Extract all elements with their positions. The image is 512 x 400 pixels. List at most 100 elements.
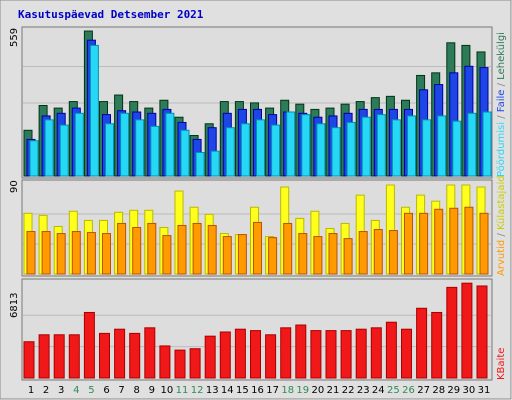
svg-text:Arvutid / Külastajaid: Arvutid / Külastajaid [496, 175, 507, 276]
day-label-10: 10 [161, 385, 174, 396]
legend-arvutid: Arvutid [496, 240, 507, 276]
bar-pöördumisi-day-16 [256, 119, 265, 177]
bar-arvutid-day-25 [388, 230, 398, 275]
bar-arvutid-day-2 [41, 231, 51, 275]
bar-pöördumisi-day-22 [346, 121, 356, 177]
bar-pöördumisi-day-21 [331, 127, 341, 177]
bar-arvutid-day-21 [328, 233, 338, 275]
top-legend: Pöördumisi / Faile / Lehekülgi [496, 32, 507, 177]
bar-kbaite-day-1 [23, 341, 35, 379]
bar-arvutid-day-11 [177, 224, 187, 275]
bar-arvutid-day-17 [268, 237, 278, 275]
bar-arvutid-day-28 [434, 208, 444, 275]
bar-kbaite-day-31 [476, 285, 488, 379]
day-label-24: 24 [372, 385, 385, 396]
bar-kbaite-day-21 [325, 330, 337, 379]
day-label-8: 8 [134, 385, 140, 396]
day-label-13: 13 [206, 385, 219, 396]
bar-kbaite-day-12 [189, 348, 201, 379]
day-label-28: 28 [432, 385, 445, 396]
bar-kbaite-day-29 [446, 286, 458, 379]
bar-pöördumisi-day-31 [482, 111, 492, 177]
bar-kbaite-day-26 [401, 328, 412, 379]
day-label-27: 27 [417, 385, 430, 396]
bar-kbaite-day-8 [129, 332, 141, 379]
bar-pöördumisi-day-24 [376, 114, 386, 177]
bar-pöördumisi-day-13 [210, 150, 220, 177]
bar-pöördumisi-day-25 [391, 119, 401, 177]
day-label-1: 1 [28, 385, 34, 396]
bar-pöördumisi-day-7 [120, 112, 130, 177]
bar-kbaite-day-30 [461, 282, 473, 379]
bar-pöördumisi-day-2 [44, 119, 54, 177]
bar-pöördumisi-day-5 [89, 44, 99, 177]
bar-kbaite-day-7 [114, 328, 126, 379]
bar-arvutid-day-19 [298, 233, 308, 275]
bar-kbaite-day-23 [355, 328, 367, 379]
bar-pöördumisi-day-11 [180, 129, 190, 177]
bar-arvutid-day-27 [419, 212, 429, 275]
bar-arvutid-day-30 [464, 206, 474, 275]
bar-pöördumisi-day-8 [135, 119, 145, 177]
bar-kbaite-day-27 [416, 307, 428, 379]
bar-arvutid-day-3 [56, 233, 66, 275]
day-label-22: 22 [342, 385, 355, 396]
bar-arvutid-day-7 [117, 222, 127, 275]
day-label-25: 25 [387, 385, 400, 396]
bar-kbaite-day-5 [83, 311, 95, 379]
bar-pöördumisi-day-14 [225, 127, 235, 177]
bar-arvutid-day-10 [162, 235, 172, 275]
bar-pöördumisi-day-18 [286, 111, 296, 177]
day-label-14: 14 [221, 385, 234, 396]
bar-pöördumisi-day-29 [452, 120, 462, 177]
bar-kbaite-day-18 [280, 327, 292, 379]
day-label-5: 5 [88, 385, 94, 396]
bar-pöördumisi-day-15 [240, 123, 250, 177]
middle-ymax-label: 90 [9, 180, 20, 193]
bar-pöördumisi-day-3 [59, 124, 69, 177]
top-ymax-label: 559 [9, 28, 20, 47]
bar-kbaite-day-15 [234, 328, 246, 379]
day-label-26: 26 [402, 385, 415, 396]
day-label-7: 7 [118, 385, 124, 396]
bar-arvutid-day-15 [237, 234, 247, 275]
bar-kbaite-day-25 [385, 321, 397, 379]
bar-kbaite-day-3 [53, 334, 65, 379]
day-label-20: 20 [312, 385, 325, 396]
bar-kbaite-day-10 [159, 345, 171, 379]
day-label-29: 29 [447, 385, 460, 396]
day-label-15: 15 [236, 385, 249, 396]
bar-kbaite-day-9 [144, 327, 156, 379]
bar-arvutid-day-12 [192, 222, 202, 275]
svg-text:Pöördumisi / Faile / Lehekülgi: Pöördumisi / Faile / Lehekülgi [496, 32, 507, 177]
legend-kbaite: KBaite [496, 348, 507, 380]
bar-pöördumisi-day-1 [29, 140, 39, 177]
day-axis-labels: 1 2 3 4 5 6 7 8 9 10 11 12 13 14 15 16 17 18 19 20 21 22 23 24 2… [28, 385, 491, 396]
bar-arvutid-day-20 [313, 236, 323, 275]
bar-arvutid-day-1 [26, 231, 36, 275]
bar-arvutid-day-5 [86, 232, 96, 275]
day-label-31: 31 [478, 385, 491, 396]
bar-arvutid-day-4 [71, 231, 81, 275]
legend-faile: Faile [496, 90, 507, 113]
bottom-panel-bars [23, 282, 488, 379]
day-label-6: 6 [103, 385, 109, 396]
bar-kbaite-day-14 [219, 331, 231, 379]
legend-kulastajaid: Külastajaid [496, 175, 507, 230]
middle-legend: Arvutid / Külastajaid [496, 175, 507, 276]
day-label-30: 30 [463, 385, 476, 396]
bar-kbaite-day-17 [265, 334, 277, 379]
day-label-11: 11 [176, 385, 189, 396]
bar-pöördumisi-day-9 [150, 125, 160, 177]
bar-pöördumisi-day-23 [361, 116, 371, 177]
day-label-17: 17 [266, 385, 279, 396]
bar-arvutid-day-23 [358, 231, 368, 275]
legend-lehekulgi: Lehekülgi [496, 32, 507, 80]
bar-pöördumisi-day-17 [271, 124, 281, 177]
bar-pöördumisi-day-26 [407, 115, 416, 177]
bar-arvutid-day-26 [404, 212, 413, 275]
top-panel-bars [23, 30, 492, 177]
chart-title: Kasutuspäevad Detsember 2021 [18, 8, 204, 21]
day-label-9: 9 [149, 385, 155, 396]
